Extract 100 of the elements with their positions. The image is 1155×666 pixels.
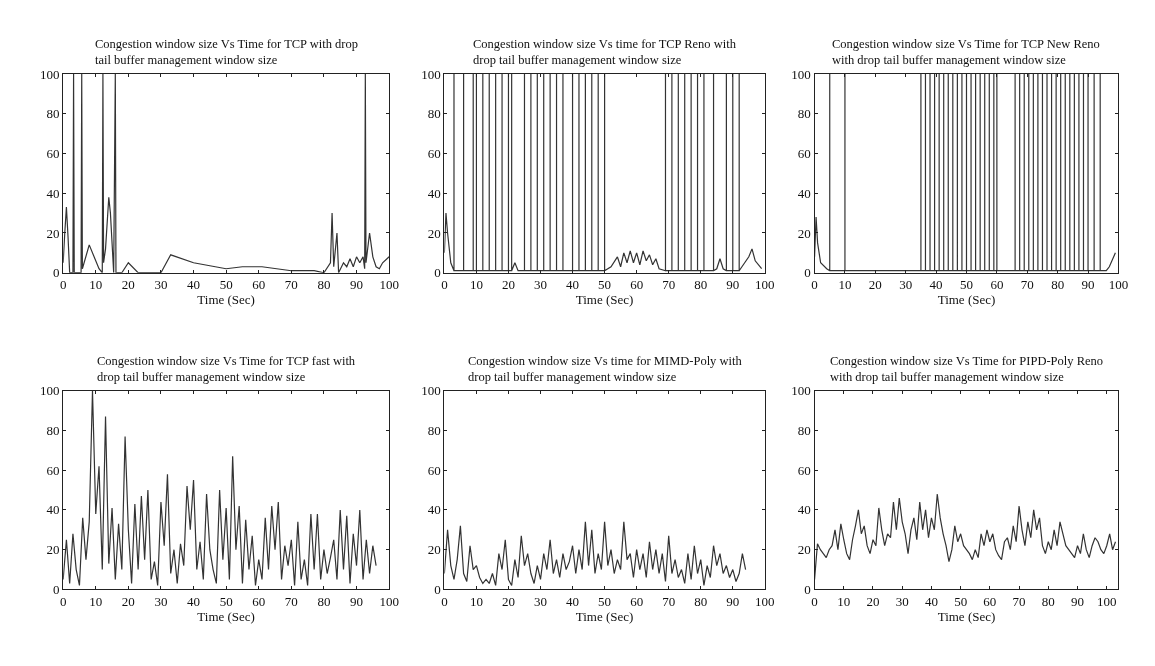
- x-tick-label: 10: [469, 277, 483, 293]
- x-tick-label: 30: [154, 277, 168, 293]
- chart-title: Congestion window size Vs time for TCP Reno with drop tail buffer management window size: [473, 37, 737, 68]
- x-tick-label: 100: [1108, 277, 1129, 293]
- x-tick-label: 80: [1041, 594, 1055, 610]
- x-tick-label: 20: [121, 277, 135, 293]
- x-tick-label: 50: [598, 277, 612, 293]
- x-tick-label: 100: [755, 277, 775, 293]
- y-tick-label: 60: [427, 146, 441, 162]
- y-tick-label: 80: [427, 422, 441, 438]
- x-tick-label: 80: [694, 594, 708, 610]
- y-tick-label: 20: [427, 542, 441, 558]
- x-tick-label: 40: [187, 594, 201, 610]
- y-tick-label: 0: [52, 265, 60, 281]
- x-tick-label: 40: [187, 277, 201, 293]
- x-tick-label: 70: [284, 277, 298, 293]
- y-tick-label: 80: [46, 422, 60, 438]
- x-tick-label: 40: [924, 594, 938, 610]
- chart-title: Congestion window size Vs Time for TCP with drop tail buffer management window size: [95, 37, 358, 68]
- y-tick-label: 40: [427, 185, 441, 201]
- x-tick-label: 90: [726, 277, 740, 293]
- x-tick-label: 100: [1096, 594, 1117, 610]
- x-tick-label: 90: [726, 594, 740, 610]
- y-tick-label: 40: [797, 502, 811, 518]
- x-tick-label: 60: [252, 594, 266, 610]
- x-tick-label: 50: [959, 277, 973, 293]
- chart-title: Congestion window size Vs Time for TCP fast with drop tail buffer management window size: [97, 354, 356, 385]
- x-tick-label: 50: [954, 594, 968, 610]
- x-tick-label: 80: [317, 277, 331, 293]
- x-tick-label: 30: [895, 594, 909, 610]
- x-tick-label: 90: [1071, 594, 1085, 610]
- y-tick-label: 20: [46, 225, 60, 241]
- y-tick-label: 100: [791, 383, 811, 399]
- x-axis-title: Time (Sec): [197, 609, 255, 625]
- line-series: [444, 74, 763, 272]
- y-tick-label: 100: [421, 383, 441, 399]
- x-tick-label: 20: [121, 594, 135, 610]
- chart-title: Congestion window size Vs Time for TCP New Reno with drop tail buffer management window size: [832, 37, 1100, 68]
- y-tick-label: 0: [52, 581, 60, 597]
- x-tick-label: 30: [899, 277, 913, 293]
- x-tick-label: 60: [630, 594, 644, 610]
- x-tick-label: 60: [630, 277, 644, 293]
- x-axis-title: Time (Sec): [197, 292, 255, 308]
- x-tick-label: 90: [1081, 277, 1095, 293]
- x-tick-label: 100: [379, 594, 399, 610]
- y-tick-label: 0: [804, 581, 811, 597]
- x-tick-label: 10: [838, 277, 852, 293]
- y-tick-label: 40: [427, 502, 441, 518]
- x-tick-label: 80: [1051, 277, 1065, 293]
- x-tick-label: 20: [501, 594, 515, 610]
- x-tick-label: 90: [350, 277, 364, 293]
- x-tick-label: 70: [662, 277, 676, 293]
- x-tick-label: 30: [154, 594, 168, 610]
- x-tick-label: 40: [566, 594, 580, 610]
- y-tick-label: 80: [797, 106, 811, 122]
- x-tick-label: 90: [350, 594, 364, 610]
- x-tick-label: 40: [566, 277, 580, 293]
- x-tick-label: 50: [598, 594, 612, 610]
- line-series: [63, 74, 390, 273]
- x-tick-label: 100: [379, 277, 399, 293]
- x-axis-title: Time (Sec): [575, 292, 634, 308]
- x-tick-label: 50: [219, 594, 233, 610]
- y-tick-label: 100: [791, 66, 811, 82]
- x-tick-label: 70: [662, 594, 676, 610]
- y-tick-label: 60: [427, 462, 441, 478]
- y-tick-label: 20: [46, 542, 60, 558]
- y-tick-label: 20: [797, 542, 811, 558]
- x-axis-title: Time (Sec): [575, 609, 634, 625]
- y-tick-label: 40: [46, 502, 60, 518]
- y-tick-label: 60: [797, 146, 811, 162]
- x-tick-label: 80: [317, 594, 331, 610]
- x-tick-label: 60: [983, 594, 997, 610]
- x-tick-label: 20: [501, 277, 515, 293]
- x-tick-label: 100: [755, 594, 775, 610]
- x-tick-label: 10: [89, 594, 103, 610]
- y-tick-label: 80: [797, 422, 811, 438]
- line-series: [814, 74, 1116, 272]
- y-tick-label: 100: [39, 383, 60, 399]
- y-tick-label: 0: [804, 265, 811, 281]
- x-tick-label: 10: [837, 594, 851, 610]
- x-tick-label: 60: [990, 277, 1004, 293]
- y-tick-label: 60: [46, 462, 60, 478]
- x-tick-label: 70: [1012, 594, 1026, 610]
- x-axis-title: Time (Sec): [937, 609, 996, 625]
- y-tick-label: 60: [46, 146, 60, 162]
- x-tick-label: 20: [868, 277, 882, 293]
- x-tick-label: 30: [534, 594, 548, 610]
- y-tick-label: 0: [434, 265, 441, 281]
- y-tick-label: 100: [421, 66, 441, 82]
- x-tick-label: 30: [534, 277, 548, 293]
- x-tick-label: 50: [219, 277, 233, 293]
- x-tick-label: 70: [284, 594, 298, 610]
- x-tick-label: 10: [89, 277, 103, 293]
- y-tick-label: 100: [39, 66, 60, 82]
- y-tick-label: 40: [46, 185, 60, 201]
- y-tick-label: 80: [46, 106, 60, 122]
- line-series: [63, 390, 377, 587]
- x-axis-title: Time (Sec): [937, 292, 996, 308]
- chart-title: Congestion window size Vs time for MIMD-Poly with drop tail buffer management window size: [468, 354, 743, 385]
- y-tick-label: 20: [427, 225, 441, 241]
